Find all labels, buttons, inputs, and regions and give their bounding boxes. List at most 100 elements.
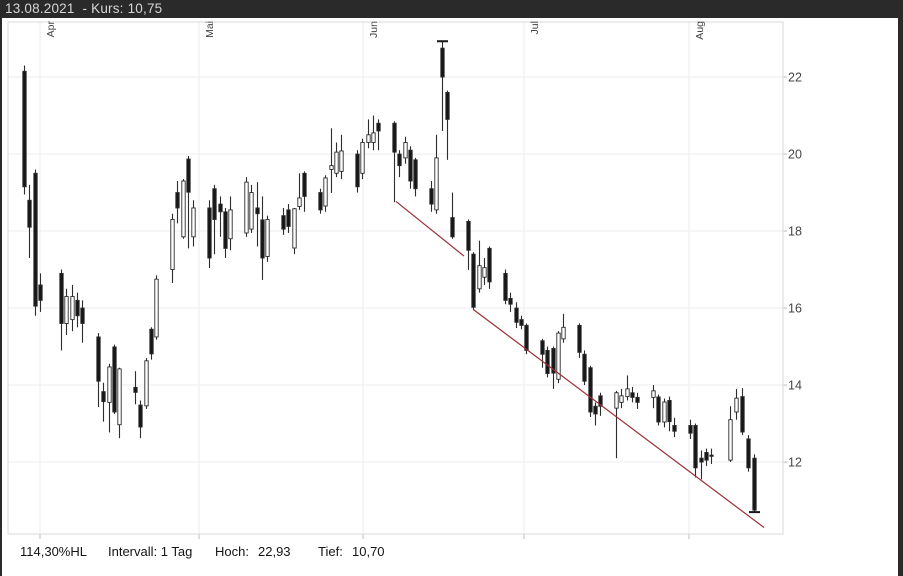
candle-body-bullish xyxy=(334,151,339,174)
candle-body-bearish xyxy=(588,367,593,413)
candle-body-bearish xyxy=(260,219,265,259)
candle-body-bearish xyxy=(519,319,524,326)
candle-body-bearish xyxy=(27,199,32,228)
candle-body-bearish xyxy=(709,454,714,457)
gridlines xyxy=(7,21,787,539)
candle-body-bullish xyxy=(297,197,302,207)
candle-body-bullish xyxy=(614,392,619,409)
candle-body-bearish xyxy=(450,217,455,238)
candle-body-bullish xyxy=(625,388,630,398)
candle-body-bullish xyxy=(434,157,439,211)
candle-body-bearish xyxy=(397,153,402,167)
candle-body-bullish xyxy=(107,366,112,403)
candle-body-bearish xyxy=(101,391,106,403)
candle-body-bearish xyxy=(80,307,85,324)
candle-body-bearish xyxy=(376,122,381,132)
candle-body-bullish xyxy=(403,142,408,159)
candle-body-bullish xyxy=(556,332,561,380)
candle-body-bullish xyxy=(619,395,624,403)
low-label: Tief: xyxy=(318,544,343,559)
y-axis-tick-label: 22 xyxy=(788,71,802,85)
candle-body-bearish xyxy=(487,247,492,283)
candle-body-bearish xyxy=(503,272,508,301)
candle-body-bearish xyxy=(551,348,556,374)
candle-body-bullish xyxy=(170,219,175,271)
candles xyxy=(22,40,760,514)
candle-body-bullish xyxy=(64,296,69,324)
candle-body-bearish xyxy=(408,149,413,182)
y-axis-tick-label: 16 xyxy=(788,302,802,316)
x-axis-month-label: Aug xyxy=(694,21,706,40)
candle-body-bearish xyxy=(471,253,476,308)
candle-body-bearish xyxy=(38,284,43,301)
candle-body-bearish xyxy=(218,203,223,213)
candle-body-bearish xyxy=(577,324,582,353)
candle-body-bearish xyxy=(688,425,693,434)
candle-body-bullish xyxy=(339,150,344,172)
window-right-strip xyxy=(898,18,903,576)
candle-body-bearish xyxy=(286,209,291,227)
candle-body-bullish xyxy=(144,360,149,407)
candle-body-bearish xyxy=(223,211,228,249)
window-left-border xyxy=(0,18,2,576)
candle-body-bearish xyxy=(630,392,635,398)
candle-body-bearish xyxy=(508,297,513,305)
candle-body-bullish xyxy=(228,209,233,240)
candle-body-bullish xyxy=(561,326,566,340)
candle-body-bearish xyxy=(302,172,307,197)
candle-body-bullish xyxy=(181,180,186,238)
candle-body-bearish xyxy=(582,353,587,382)
candle-body-bullish xyxy=(662,401,667,423)
y-axis-tick-label: 14 xyxy=(788,379,802,393)
y-axis-tick-label: 18 xyxy=(788,225,802,239)
candle-body-bullish xyxy=(70,296,75,321)
y-axis-tick-label: 20 xyxy=(788,148,802,162)
candle-body-bullish xyxy=(329,165,334,170)
candle-body-bullish xyxy=(360,142,365,174)
candle-body-bearish xyxy=(672,425,677,432)
candle-body-bearish xyxy=(75,299,80,317)
candle-body-bullish xyxy=(117,368,122,426)
axis-labels: 22 20 18 16 14 12 Apr Mai Jun Jul Aug xyxy=(45,21,802,470)
candle-body-bullish xyxy=(265,219,270,257)
high-label: Hoch: xyxy=(215,544,249,559)
candle-body-bearish xyxy=(667,400,672,423)
candle-body-bearish xyxy=(59,272,64,324)
trendlines xyxy=(395,200,765,528)
candle-body-bearish xyxy=(281,215,286,230)
candle-body-bearish xyxy=(440,47,445,78)
plot-border xyxy=(7,21,784,535)
candle-body-bearish xyxy=(466,220,471,251)
candle-body-bearish xyxy=(704,451,709,461)
range-percent-hl: 114,30%HL xyxy=(20,544,87,559)
candle-body-bullish xyxy=(651,390,656,398)
candle-body-bullish xyxy=(728,419,733,461)
candle-body-bearish xyxy=(740,396,745,433)
candle-body-bearish xyxy=(149,328,154,355)
candle-body-bearish xyxy=(96,336,101,382)
x-axis-month-label: Mai xyxy=(204,21,216,38)
x-axis-month-label: Jun xyxy=(368,21,380,38)
title-bar-readout: 13.08.2021 - Kurs: 10,75 xyxy=(5,1,163,16)
high-value: 22,93 xyxy=(258,544,291,559)
candle-body-bearish xyxy=(635,396,640,403)
candle-body-bearish xyxy=(598,395,603,407)
candle-body-bearish xyxy=(186,158,191,193)
candle-body-bullish xyxy=(323,177,328,207)
candle-body-bearish xyxy=(545,349,550,374)
candle-body-bullish xyxy=(477,265,482,290)
candle-body-bearish xyxy=(445,92,450,120)
candle-body-bearish xyxy=(514,307,519,323)
candle-body-bullish xyxy=(292,208,297,249)
candle-body-bullish xyxy=(249,192,254,230)
candle-body-bearish xyxy=(746,438,751,469)
candle-body-bearish xyxy=(524,324,529,351)
candle-body-bearish xyxy=(175,192,180,209)
x-axis-month-label: Jul xyxy=(529,21,541,34)
candle-body-bullish xyxy=(366,134,371,143)
candle-body-bearish xyxy=(429,188,434,205)
candle-body-bearish xyxy=(255,207,260,215)
candle-body-bullish xyxy=(734,397,739,413)
candle-body-bearish xyxy=(413,159,418,190)
